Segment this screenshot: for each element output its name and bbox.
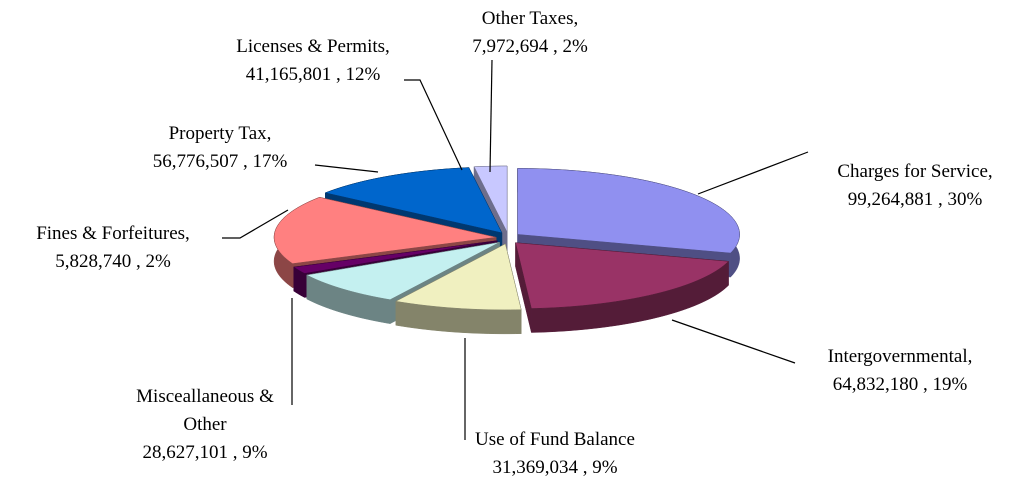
slice (515, 242, 730, 309)
category-label: Other Taxes, (481, 8, 579, 29)
slice-label: Licenses & Permits, 41,165,801 , 12% (198, 33, 428, 89)
leader-line (404, 79, 463, 171)
leader-line (697, 151, 809, 195)
slice (395, 243, 522, 311)
category-label: Use of Fund Balance (475, 429, 635, 450)
slice (517, 168, 740, 254)
value-label: 41,165,801 , 12% (245, 64, 381, 85)
slice (306, 242, 500, 300)
category-label: Misceallaneous & Other (136, 386, 274, 435)
slice-label: Charges for Service, 99,264,881 , 30% (785, 158, 1021, 214)
category-label: Intergovernmental, (827, 346, 973, 367)
slice-label: Use of Fund Balance 31,369,034 , 9% (425, 426, 685, 479)
slice-label: Misceallaneous & Other 28,627,101 , 9% (115, 383, 295, 467)
value-label: 31,369,034 , 9% (492, 457, 618, 478)
slice (293, 240, 498, 274)
slice (324, 167, 503, 234)
category-label: Property Tax, (168, 123, 272, 144)
leader-line (222, 209, 289, 239)
category-label: Fines & Forfeitures, (36, 223, 190, 244)
value-label: 56,776,507 , 17% (152, 151, 288, 172)
leader-line (671, 319, 796, 364)
slice-label: Fines & Forfeitures, 5,828,740 , 2% (0, 220, 228, 276)
slice (273, 196, 497, 264)
leader-line (314, 164, 379, 173)
value-label: 7,972,694 , 2% (472, 36, 588, 57)
category-label: Charges for Service, (837, 161, 993, 182)
slice-label: Other Taxes, 7,972,694 , 2% (430, 5, 630, 61)
value-label: 64,832,180 , 19% (832, 374, 968, 395)
value-label: 28,627,101 , 9% (142, 442, 268, 463)
slice-label: Intergovernmental, 64,832,180 , 19% (780, 343, 1020, 399)
category-label: Licenses & Permits, (236, 36, 390, 57)
value-label: 99,264,881 , 30% (847, 189, 983, 210)
value-label: 5,828,740 , 2% (55, 251, 171, 272)
slice-label: Property Tax, 56,776,507 , 17% (110, 120, 330, 176)
leader-line (489, 59, 493, 173)
